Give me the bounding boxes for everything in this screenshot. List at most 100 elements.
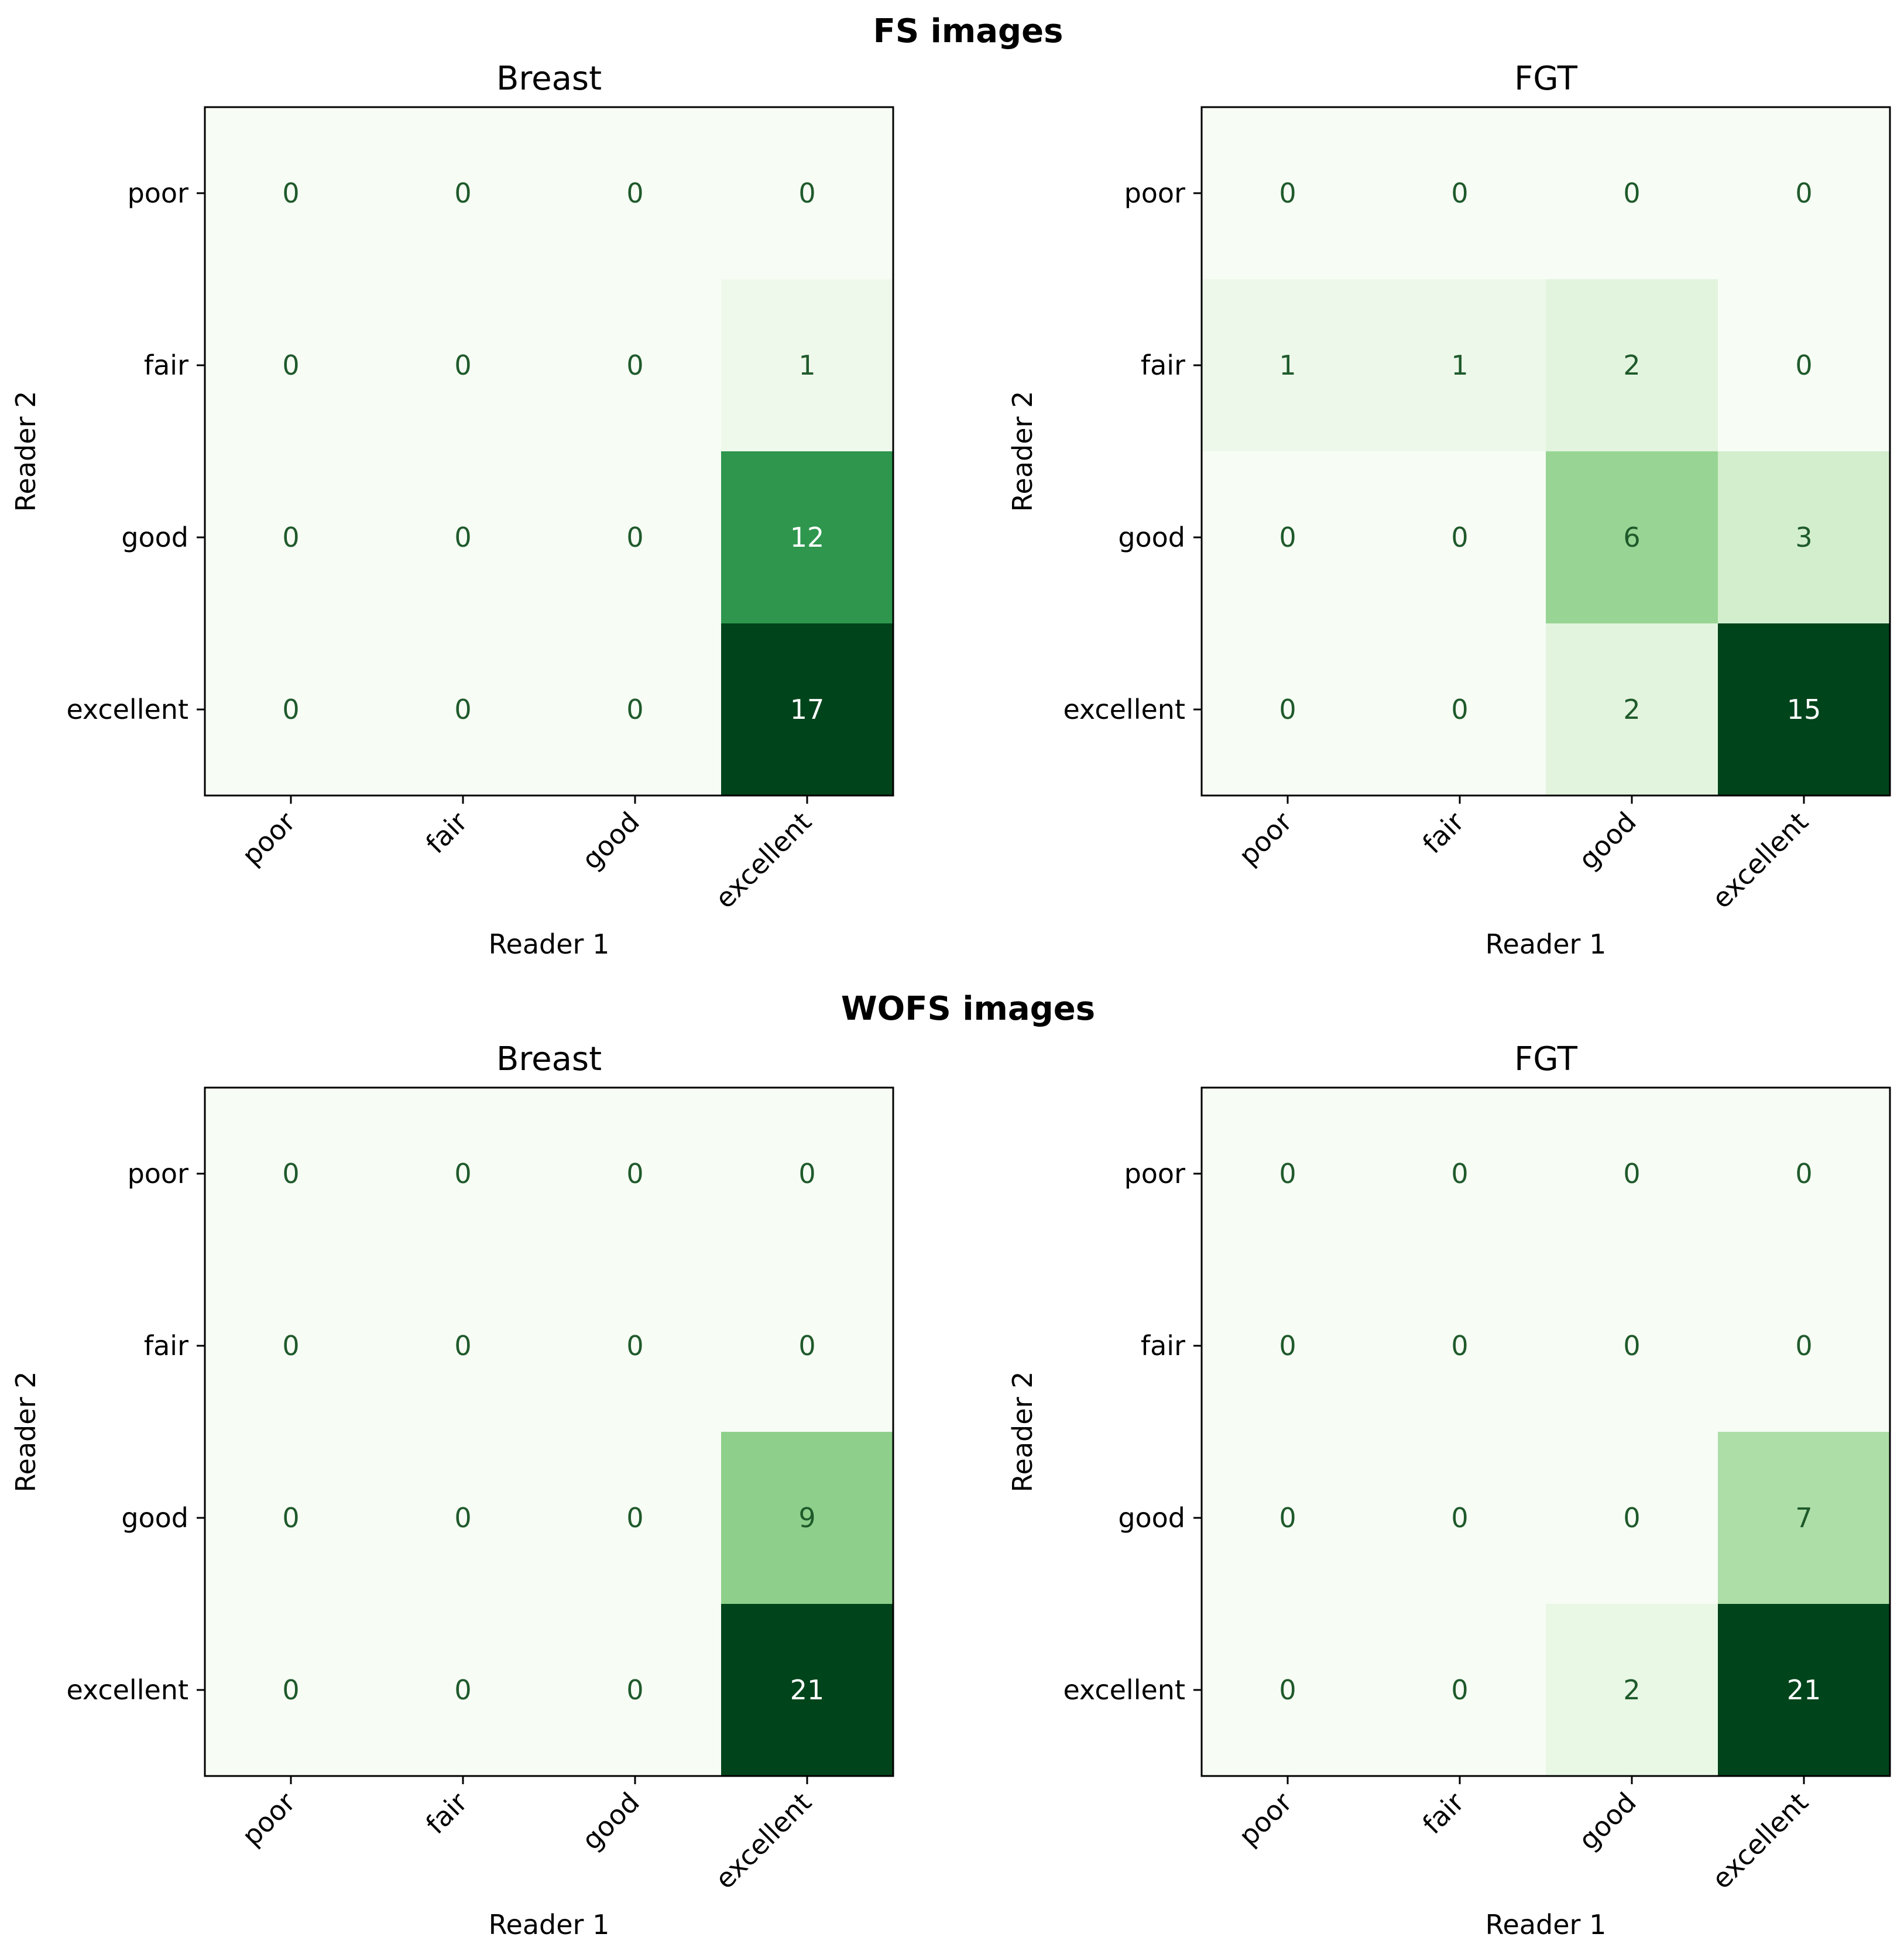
cell-value-label: 0 bbox=[454, 1502, 471, 1534]
cell-value-label: 0 bbox=[282, 349, 299, 381]
heatmap-cell bbox=[377, 623, 550, 796]
cell-value-label: 0 bbox=[454, 694, 471, 725]
heatmap-cell bbox=[1202, 1604, 1374, 1777]
heatmap-cell bbox=[1718, 1088, 1891, 1260]
heatmap-cell bbox=[377, 107, 550, 280]
heatmap-cell bbox=[1374, 1604, 1546, 1777]
cell-value-label: 0 bbox=[626, 1330, 643, 1362]
heatmap-cell bbox=[721, 279, 894, 452]
heatmap-cell bbox=[205, 1260, 378, 1432]
heatmap-cell bbox=[1202, 1432, 1374, 1604]
cell-value-label: 0 bbox=[1279, 1502, 1296, 1534]
cell-value-label: 0 bbox=[626, 1674, 643, 1706]
cell-value-label: 9 bbox=[798, 1502, 815, 1534]
y-tick-label: fair bbox=[1141, 1330, 1185, 1362]
cell-value-label: 0 bbox=[1279, 1674, 1296, 1706]
heatmap-cell bbox=[549, 623, 722, 796]
heatmap-cell bbox=[1374, 623, 1546, 796]
cell-value-label: 0 bbox=[1795, 177, 1812, 209]
heatmap-cell bbox=[721, 1604, 894, 1777]
heatmap-cell bbox=[1718, 451, 1891, 624]
heatmap-cell bbox=[377, 1604, 550, 1777]
cell-value-label: 0 bbox=[1279, 694, 1296, 725]
x-axis-label: Reader 1 bbox=[489, 1909, 610, 1940]
cell-value-label: 2 bbox=[1623, 349, 1640, 381]
cell-value-label: 1 bbox=[1451, 349, 1468, 381]
heatmap-cell bbox=[377, 1432, 550, 1604]
cell-value-label: 0 bbox=[454, 349, 471, 381]
cell-value-label: 0 bbox=[454, 177, 471, 209]
cell-value-label: 15 bbox=[1787, 694, 1821, 725]
panel-title: FGT bbox=[1514, 60, 1578, 98]
cell-value-label: 0 bbox=[282, 1330, 299, 1362]
cell-value-label: 0 bbox=[1623, 177, 1640, 209]
cell-value-label: 0 bbox=[454, 1330, 471, 1362]
cell-value-label: 0 bbox=[1451, 1502, 1468, 1534]
heatmap-cell bbox=[1718, 107, 1891, 280]
cell-value-label: 0 bbox=[798, 177, 815, 209]
panel-title: Breast bbox=[496, 60, 602, 98]
cell-value-label: 17 bbox=[790, 694, 825, 725]
cell-value-label: 0 bbox=[1795, 349, 1812, 381]
cell-value-label: 0 bbox=[1795, 1330, 1812, 1362]
y-tick-label: excellent bbox=[1063, 1674, 1185, 1706]
heatmap-cell bbox=[1374, 279, 1546, 452]
panels: 0 0 0 00 0 0 10 0 0 120 0 0 17Breastpoorfairgoodexce… bbox=[10, 60, 1891, 1940]
heatmap-cell bbox=[549, 1088, 722, 1260]
heatmap-cell bbox=[205, 623, 378, 796]
heatmap-cell bbox=[721, 107, 894, 280]
heatmap-cell bbox=[1202, 451, 1374, 624]
heatmap-cell bbox=[205, 279, 378, 452]
y-tick-label: excellent bbox=[66, 694, 188, 725]
x-axis-label: Reader 1 bbox=[489, 928, 610, 960]
cell-value-label: 0 bbox=[1451, 1674, 1468, 1706]
heatmap-cell bbox=[205, 1088, 378, 1260]
cell-value-label: 2 bbox=[1623, 694, 1640, 725]
x-axis-label: Reader 1 bbox=[1486, 1909, 1607, 1940]
heatmap-cell bbox=[1202, 107, 1374, 280]
cell-value-label: 0 bbox=[454, 1674, 471, 1706]
heatmap-cell bbox=[1718, 1604, 1891, 1777]
y-tick-label: good bbox=[1118, 522, 1185, 553]
cell-value-label: 0 bbox=[282, 177, 299, 209]
y-tick-label: excellent bbox=[1063, 694, 1185, 725]
cell-value-label: 12 bbox=[790, 522, 825, 553]
cell-value-label: 0 bbox=[282, 1502, 299, 1534]
heatmap-cell bbox=[1546, 1088, 1718, 1260]
heatmap-cell bbox=[1718, 1260, 1891, 1432]
heatmap-cell bbox=[721, 1088, 894, 1260]
cell-value-label: 0 bbox=[282, 694, 299, 725]
heatmap-cell bbox=[549, 107, 722, 280]
heatmap-cell bbox=[205, 451, 378, 624]
heatmap-cell bbox=[1546, 1604, 1718, 1777]
cell-value-label: 0 bbox=[282, 1158, 299, 1189]
y-tick-label: good bbox=[121, 1502, 188, 1534]
y-tick-label: good bbox=[121, 522, 188, 553]
cell-value-label: 0 bbox=[626, 349, 643, 381]
heatmap-cell bbox=[549, 451, 722, 624]
heatmap-cell bbox=[1374, 1088, 1546, 1260]
heatmap-cell bbox=[205, 1432, 378, 1604]
heatmap-cell bbox=[205, 1604, 378, 1777]
cell-value-label: 1 bbox=[798, 349, 815, 381]
cell-value-label: 21 bbox=[790, 1674, 825, 1706]
cell-value-label: 6 bbox=[1623, 522, 1640, 553]
heatmap-cell bbox=[1546, 451, 1718, 624]
y-tick-label: poor bbox=[128, 177, 188, 209]
cell-value-label: 0 bbox=[626, 177, 643, 209]
cell-value-label: 0 bbox=[1451, 1330, 1468, 1362]
heatmap-cell bbox=[1546, 1260, 1718, 1432]
y-tick-label: fair bbox=[1141, 349, 1185, 381]
cell-value-label: 0 bbox=[1451, 694, 1468, 725]
y-tick-label: excellent bbox=[66, 1674, 188, 1706]
cell-value-label: 0 bbox=[454, 522, 471, 553]
heatmap-cell bbox=[721, 1432, 894, 1604]
heatmap-cell bbox=[1546, 1432, 1718, 1604]
cell-value-label: 0 bbox=[1279, 1158, 1296, 1189]
cell-value-label: 1 bbox=[1279, 349, 1296, 381]
heatmap-cell bbox=[1202, 623, 1374, 796]
panel-title: Breast bbox=[496, 1040, 602, 1078]
y-axis-label: Reader 2 bbox=[1007, 391, 1038, 512]
heatmap-cell bbox=[721, 623, 894, 796]
y-axis-label: Reader 2 bbox=[10, 1372, 42, 1493]
